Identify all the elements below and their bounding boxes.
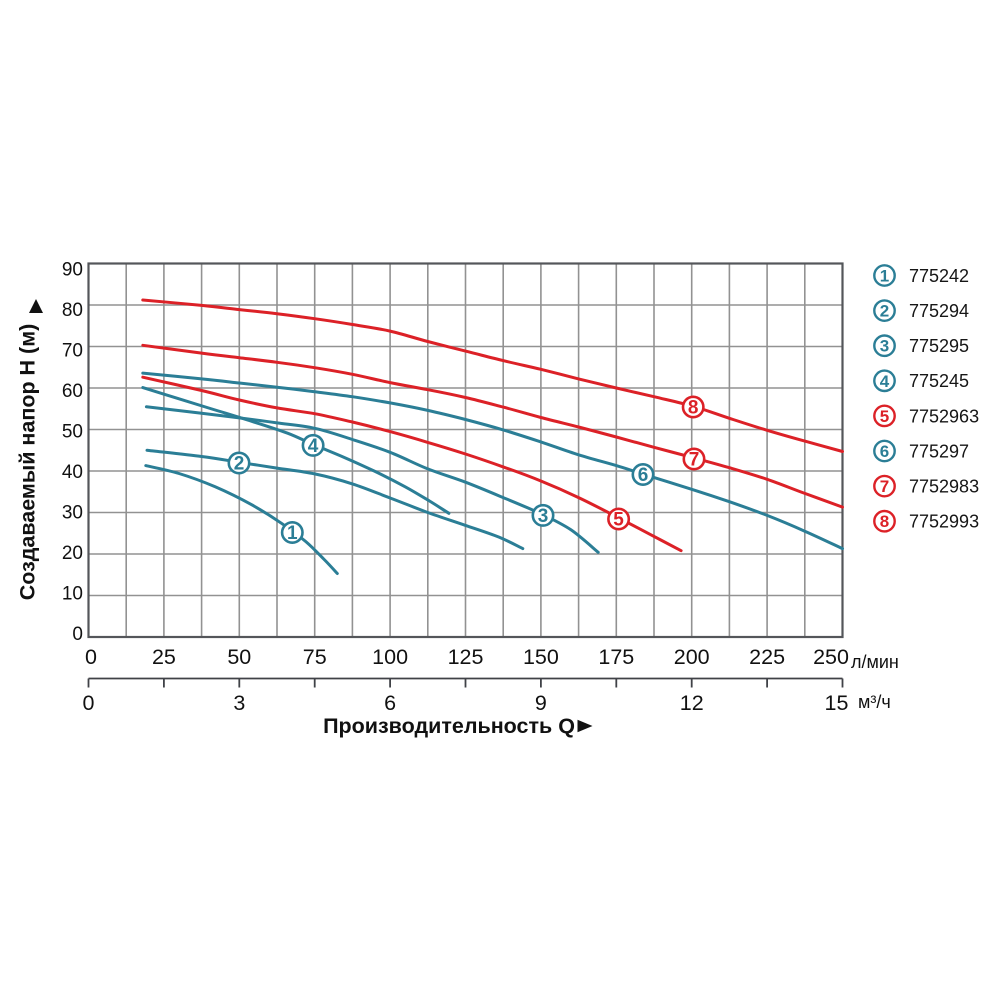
svg-text:7752993: 7752993: [909, 512, 979, 532]
svg-text:40: 40: [62, 462, 83, 483]
svg-text:12: 12: [680, 691, 704, 715]
svg-text:75: 75: [303, 645, 327, 669]
svg-text:6: 6: [880, 442, 889, 461]
svg-text:м³/ч: м³/ч: [858, 692, 891, 712]
svg-text:7752963: 7752963: [909, 406, 979, 426]
svg-text:90: 90: [62, 260, 83, 281]
svg-text:200: 200: [674, 645, 710, 669]
svg-text:3: 3: [233, 691, 245, 715]
svg-text:225: 225: [749, 645, 785, 669]
svg-text:6: 6: [638, 465, 649, 486]
svg-text:50: 50: [227, 645, 251, 669]
svg-text:1: 1: [880, 267, 889, 286]
svg-text:60: 60: [62, 381, 83, 402]
svg-text:775294: 775294: [909, 301, 969, 321]
svg-text:5: 5: [880, 407, 889, 426]
svg-text:2: 2: [234, 454, 245, 475]
svg-text:0: 0: [72, 624, 83, 645]
svg-text:10: 10: [62, 583, 83, 604]
svg-text:Создаваемый напор Н (м): Создаваемый напор Н (м): [16, 324, 40, 601]
svg-text:150: 150: [523, 645, 559, 669]
svg-text:775297: 775297: [909, 441, 969, 461]
svg-text:80: 80: [62, 300, 83, 321]
svg-text:15: 15: [825, 691, 849, 715]
svg-text:30: 30: [62, 502, 83, 523]
svg-text:25: 25: [152, 645, 176, 669]
svg-text:775295: 775295: [909, 336, 969, 356]
svg-text:250: 250: [813, 645, 849, 669]
svg-text:775242: 775242: [909, 266, 969, 286]
svg-text:775245: 775245: [909, 371, 969, 391]
svg-text:50: 50: [62, 421, 83, 442]
svg-text:0: 0: [85, 645, 97, 669]
svg-text:7: 7: [880, 477, 889, 496]
svg-text:Производительность Q: Производительность Q: [323, 714, 575, 738]
svg-text:8: 8: [880, 512, 889, 531]
svg-text:7752983: 7752983: [909, 477, 979, 497]
svg-text:125: 125: [448, 645, 484, 669]
svg-text:3: 3: [538, 506, 549, 527]
svg-text:9: 9: [535, 691, 547, 715]
svg-text:3: 3: [880, 337, 889, 356]
svg-text:8: 8: [688, 398, 699, 419]
svg-text:л/мин: л/мин: [851, 652, 899, 672]
svg-text:4: 4: [308, 436, 319, 457]
svg-text:2: 2: [880, 302, 889, 321]
svg-text:0: 0: [83, 691, 95, 715]
svg-text:1: 1: [287, 523, 298, 544]
svg-text:175: 175: [598, 645, 634, 669]
svg-text:20: 20: [62, 543, 83, 564]
svg-text:5: 5: [613, 510, 624, 531]
svg-text:4: 4: [880, 372, 890, 391]
svg-text:100: 100: [372, 645, 408, 669]
svg-text:70: 70: [62, 341, 83, 362]
svg-text:7: 7: [689, 450, 700, 471]
svg-text:6: 6: [384, 691, 396, 715]
